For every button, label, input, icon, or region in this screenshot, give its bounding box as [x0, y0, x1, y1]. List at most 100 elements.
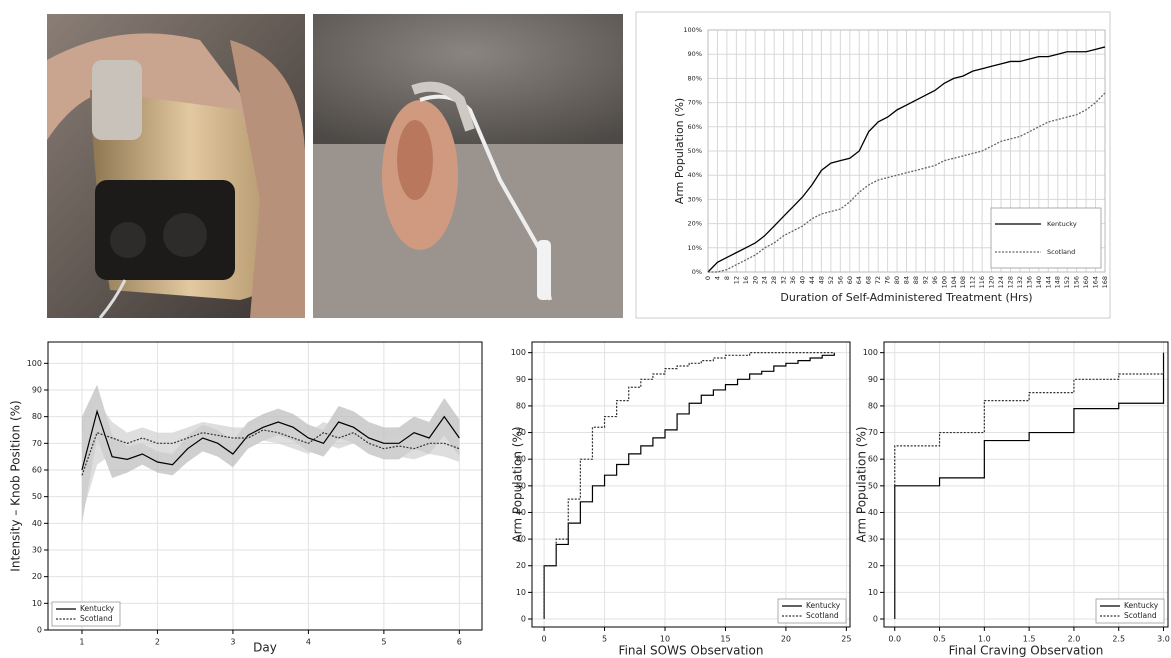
legend-label: Scotland	[1047, 248, 1075, 256]
y-axis-label: Arm Population (%)	[511, 426, 525, 542]
x-tick-label: 2.5	[1112, 635, 1125, 644]
y-tick-label: 50	[32, 492, 42, 501]
y-tick-label: 100	[863, 348, 878, 357]
y-tick-label: 80	[516, 401, 526, 410]
x-tick-label: 5	[602, 635, 607, 644]
x-tick-label: 8	[723, 276, 731, 280]
x-tick-label: 76	[884, 276, 892, 284]
x-tick-label: 5	[381, 638, 386, 647]
y-tick-label: 20	[868, 561, 878, 570]
x-tick-label: 2.0	[1068, 635, 1081, 644]
x-tick-label: 3	[230, 638, 235, 647]
legend-label: Kentucky	[1124, 601, 1159, 610]
x-tick-label: 3.0	[1157, 635, 1170, 644]
x-axis-label: Final Craving Observation	[949, 644, 1104, 658]
legend-label: Kentucky	[806, 601, 841, 610]
y-tick-label: 10	[868, 588, 878, 597]
x-tick-label: 4	[713, 276, 721, 280]
y-axis-label: Intensity – Knob Position (%)	[9, 400, 23, 571]
x-tick-label: 52	[827, 276, 835, 284]
y-tick-label: 50%	[688, 147, 702, 155]
x-tick-label: 140	[1035, 276, 1043, 288]
x-tick-label: 28	[770, 276, 778, 284]
x-tick-label: 40	[799, 276, 807, 284]
y-tick-label: 80	[32, 412, 42, 421]
x-axis-label: Duration of Self-Administered Treatment …	[780, 291, 1032, 304]
y-axis-label: Arm Population (%)	[855, 426, 869, 542]
legend-label: Kentucky	[1047, 220, 1077, 228]
y-tick-label: 100%	[683, 26, 702, 34]
y-tick-label: 70	[868, 428, 878, 437]
x-tick-label: 48	[817, 276, 825, 284]
y-tick-label: 60%	[688, 123, 702, 131]
x-tick-label: 88	[912, 276, 920, 284]
x-tick-label: 1.5	[1023, 635, 1036, 644]
y-tick-label: 30%	[688, 195, 702, 203]
legend-label: Scotland	[80, 614, 113, 623]
y-tick-label: 0	[521, 615, 526, 624]
y-tick-label: 40	[868, 508, 878, 517]
x-tick-label: 12	[732, 276, 740, 284]
plot-frame	[48, 342, 482, 630]
x-tick-label: 10	[660, 635, 670, 644]
y-tick-label: 80	[868, 401, 878, 410]
x-tick-label: 116	[978, 276, 986, 288]
x-tick-label: 36	[789, 276, 797, 284]
x-tick-label: 68	[865, 276, 873, 284]
y-tick-label: 20%	[688, 220, 702, 228]
y-tick-label: 90	[32, 386, 42, 395]
y-tick-label: 0%	[692, 268, 702, 276]
y-tick-label: 0	[37, 626, 42, 635]
plot-frame	[532, 342, 850, 627]
x-tick-label: 120	[988, 276, 996, 288]
x-tick-label: 72	[874, 276, 882, 284]
x-tick-label: 104	[950, 276, 958, 288]
y-tick-label: 30	[868, 535, 878, 544]
y-tick-label: 10	[516, 588, 526, 597]
y-tick-label: 10%	[688, 244, 702, 252]
x-tick-label: 0.0	[888, 635, 901, 644]
x-tick-label: 20	[751, 276, 759, 284]
x-tick-label: 100	[940, 276, 948, 288]
x-tick-label: 4	[306, 638, 311, 647]
legend-box	[991, 208, 1101, 268]
y-tick-label: 90	[516, 375, 526, 384]
x-tick-label: 56	[836, 276, 844, 284]
y-tick-label: 40	[32, 519, 42, 528]
x-tick-label: 0	[542, 635, 547, 644]
figure: 0%10%20%30%40%50%60%70%80%90%100%0481216…	[0, 0, 1171, 658]
y-tick-label: 70	[32, 439, 42, 448]
x-tick-label: 148	[1054, 276, 1062, 288]
y-tick-label: 40%	[688, 171, 702, 179]
x-tick-label: 20	[781, 635, 791, 644]
x-tick-label: 0	[704, 276, 712, 280]
x-tick-label: 156	[1073, 276, 1081, 288]
x-tick-label: 15	[720, 635, 730, 644]
x-tick-label: 92	[921, 276, 929, 284]
x-tick-label: 6	[457, 638, 462, 647]
x-tick-label: 136	[1025, 276, 1033, 288]
x-tick-label: 1	[79, 638, 84, 647]
photo-ear	[313, 14, 623, 318]
x-tick-label: 96	[931, 276, 939, 284]
legend-label: Scotland	[806, 611, 839, 620]
x-tick-label: 108	[959, 276, 967, 288]
y-tick-label: 90	[868, 375, 878, 384]
y-tick-label: 80%	[688, 74, 702, 82]
y-tick-label: 90%	[688, 50, 702, 58]
y-axis-label: Arm Population (%)	[673, 98, 686, 204]
x-tick-label: 24	[761, 276, 769, 284]
x-tick-label: 144	[1044, 276, 1052, 288]
x-axis-label: Final SOWS Observation	[619, 644, 764, 658]
x-tick-label: 124	[997, 276, 1005, 288]
y-tick-label: 30	[32, 546, 42, 555]
y-tick-label: 60	[32, 466, 42, 475]
y-tick-label: 0	[873, 615, 878, 624]
x-tick-label: 60	[846, 276, 854, 284]
x-tick-label: 152	[1063, 276, 1071, 288]
x-tick-label: 16	[742, 276, 750, 284]
x-tick-label: 1.0	[978, 635, 991, 644]
x-tick-label: 0.5	[933, 635, 946, 644]
x-tick-label: 44	[808, 276, 816, 284]
x-tick-label: 168	[1101, 276, 1109, 288]
